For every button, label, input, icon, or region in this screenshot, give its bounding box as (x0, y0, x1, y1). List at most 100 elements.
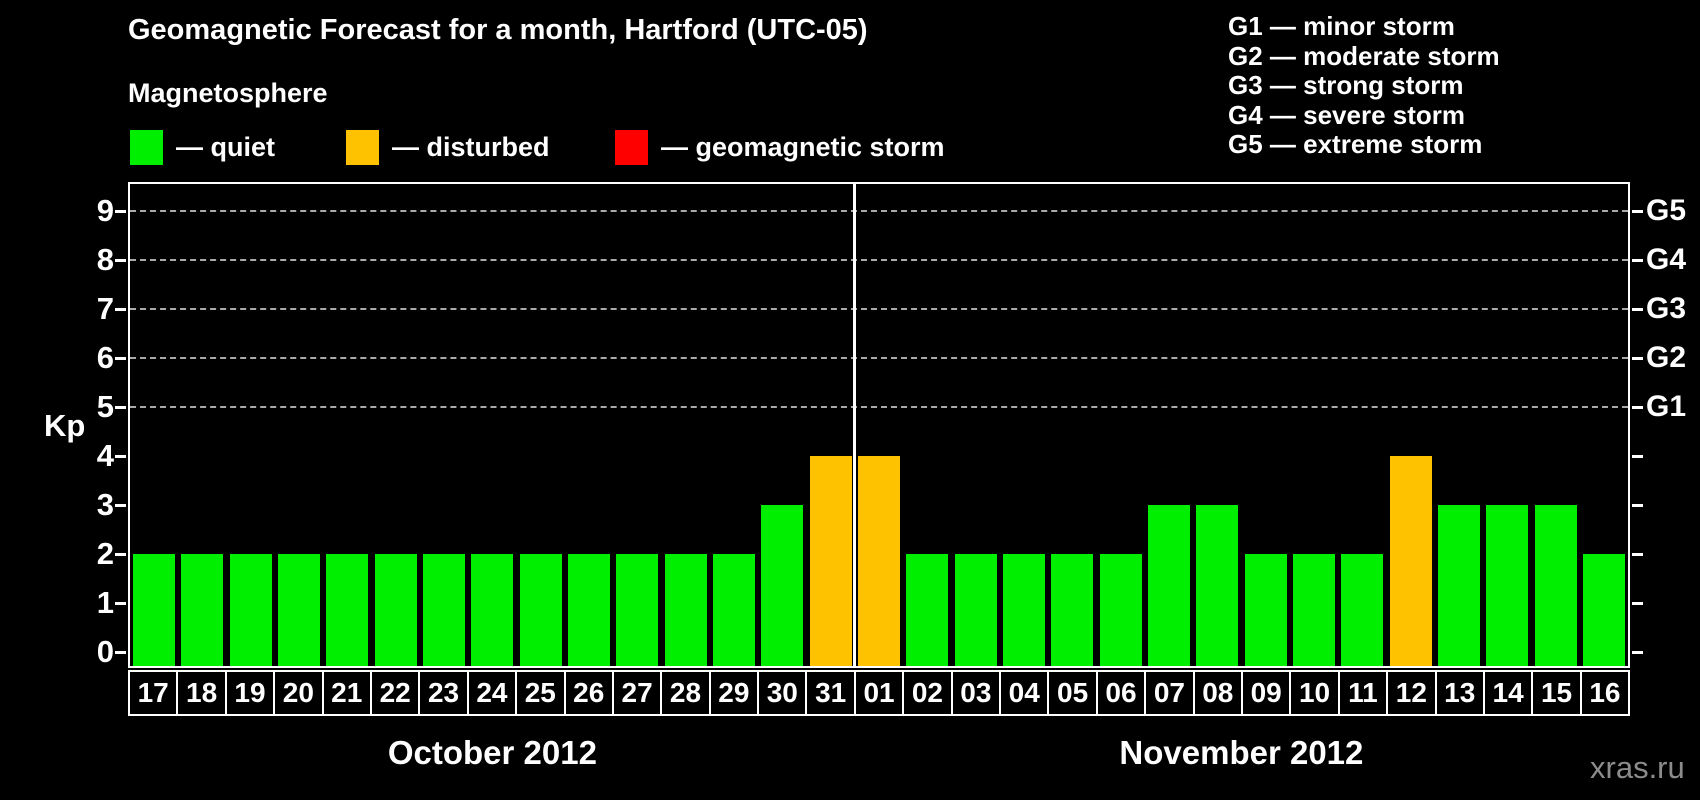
kp-tick (1632, 553, 1643, 556)
kp-tick-label: 4 (96, 438, 114, 473)
date-cell: 18 (176, 670, 227, 716)
date-cell: 29 (708, 670, 760, 716)
kp-tick (1632, 406, 1643, 409)
kp-gridline (130, 406, 1628, 408)
kp-tick (115, 602, 126, 605)
kp-tick (1632, 504, 1643, 507)
kp-bar (809, 456, 852, 666)
kp-bar (1099, 554, 1142, 666)
kp-bar (616, 554, 659, 666)
date-cell: 07 (1144, 670, 1195, 716)
storm-scale-line-g4: G4 — severe storm (1228, 99, 1466, 130)
date-cell: 17 (128, 670, 179, 716)
date-cell: 13 (1434, 670, 1485, 716)
date-cell: 09 (1240, 670, 1292, 716)
kp-bar (1582, 554, 1625, 666)
kp-tick (1632, 602, 1643, 605)
kp-bar (664, 554, 707, 666)
kp-tick (115, 259, 126, 262)
legend-item-label: — geomagnetic storm (661, 132, 945, 162)
legend-heading: Magnetosphere (128, 78, 328, 108)
kp-bar (1244, 554, 1287, 666)
date-cell: 02 (902, 670, 953, 716)
kp-tick (115, 210, 126, 213)
kp-bar (1147, 505, 1190, 666)
kp-bar (519, 554, 562, 666)
date-cell: 24 (466, 670, 518, 716)
date-cell: 25 (515, 670, 566, 716)
date-cell: 08 (1192, 670, 1243, 716)
storm-color-swatch (615, 130, 648, 165)
kp-tick-label: 2 (96, 536, 114, 571)
kp-bar (471, 554, 514, 666)
date-cell: 27 (611, 670, 663, 716)
y-axis-title: Kp (44, 408, 86, 443)
date-cell: 15 (1531, 670, 1582, 716)
date-cell: 04 (999, 670, 1050, 716)
kp-tick (115, 357, 126, 360)
kp-bar (713, 554, 756, 666)
date-cell: 10 (1289, 670, 1340, 716)
date-cell: 28 (660, 670, 711, 716)
kp-gridline (130, 210, 1628, 212)
quiet-color-swatch (130, 130, 163, 165)
storm-scale-line-g2: G2 — moderate storm (1228, 40, 1500, 71)
kp-bar (858, 456, 900, 666)
legend-item-storm: — geomagnetic storm (615, 130, 945, 165)
date-cell: 21 (321, 670, 372, 716)
kp-tick (1632, 651, 1643, 654)
watermark: xras.ru (1590, 750, 1685, 785)
date-cell: 06 (1095, 670, 1147, 716)
legend-item-label: — quiet (176, 132, 275, 162)
kp-tick (1632, 210, 1643, 213)
date-cell: 26 (563, 670, 614, 716)
kp-bar (954, 554, 997, 666)
kp-tick-label: 0 (96, 634, 114, 669)
kp-bar (423, 554, 466, 666)
date-cell: 20 (273, 670, 324, 716)
date-cell: 01 (853, 670, 905, 716)
kp-tick (115, 308, 126, 311)
kp-bar (181, 554, 224, 666)
storm-scale-line-g1: G1 — minor storm (1228, 11, 1455, 41)
kp-tick-label: 7 (96, 291, 114, 326)
date-cell: 22 (369, 670, 421, 716)
kp-tick (115, 651, 126, 654)
g-scale-label: G2 (1646, 341, 1687, 374)
kp-bar (1341, 554, 1384, 666)
kp-tick-label: 3 (96, 487, 114, 522)
kp-bar (761, 505, 804, 666)
disturbed-color-swatch (346, 130, 379, 165)
kp-tick (1632, 308, 1643, 311)
kp-tick (115, 455, 126, 458)
kp-bar (326, 554, 369, 666)
kp-bar (1486, 505, 1529, 666)
kp-tick-label: 5 (96, 389, 114, 424)
kp-bar (374, 554, 417, 666)
kp-tick (115, 406, 126, 409)
date-cell: 12 (1386, 670, 1437, 716)
kp-gridline (130, 308, 1628, 310)
legend-item-label: — disturbed (392, 132, 550, 162)
kp-tick-label: 6 (96, 340, 114, 375)
legend-item-disturbed: — disturbed (346, 130, 550, 165)
kp-tick (1632, 357, 1643, 360)
g-scale-label: G4 (1646, 243, 1687, 276)
storm-scale-legend: G1 — minor storm G2 — moderate storm G3 … (1228, 11, 1500, 160)
g-scale-label: G1 (1646, 390, 1687, 423)
page-title: Geomagnetic Forecast for a month, Hartfo… (128, 14, 868, 46)
kp-tick-label: 8 (96, 242, 114, 277)
date-cell: 03 (950, 670, 1002, 716)
kp-tick (1632, 259, 1643, 262)
date-cell: 31 (805, 670, 856, 716)
date-cell: 19 (224, 670, 276, 716)
kp-bar (1389, 456, 1432, 666)
kp-bar (1534, 505, 1577, 666)
kp-gridline (130, 357, 1628, 359)
kp-tick (1632, 455, 1643, 458)
kp-bar (1437, 505, 1480, 666)
month-label: October 2012 (387, 734, 597, 771)
kp-bar (906, 554, 949, 666)
date-cell: 23 (418, 670, 469, 716)
kp-bar (568, 554, 611, 666)
